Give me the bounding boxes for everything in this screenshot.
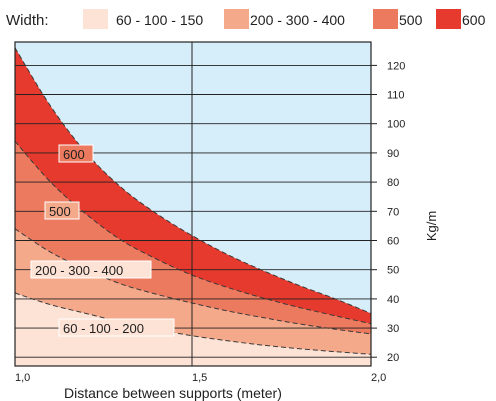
y-tick-20: 20 (387, 352, 399, 364)
legend-label-1: 60 - 100 - 150 (116, 12, 203, 28)
y-axis-label: Kg/m (424, 211, 439, 241)
y-tick-30: 30 (387, 323, 399, 335)
legend-swatch-2 (224, 9, 249, 29)
legend-swatch-3 (373, 9, 398, 29)
x-tick-1-5: 1,5 (192, 372, 207, 384)
y-tick-50: 50 (387, 265, 399, 277)
y-tick-60: 60 (387, 236, 399, 248)
curve-200-300-400 (15, 228, 371, 335)
x-tick-1-0: 1,0 (15, 372, 30, 384)
y-tick-40: 40 (387, 294, 399, 306)
band-label-60-100-200: 60 - 100 - 200 (58, 318, 175, 337)
y-tick-100: 100 (387, 119, 405, 131)
svg-text:60 - 100 - 200: 60 - 100 - 200 (63, 321, 144, 336)
legend-swatch-4 (436, 9, 461, 29)
svg-text:500: 500 (49, 204, 71, 219)
y-tick-120: 120 (387, 60, 405, 72)
band-label-600: 600 (58, 144, 94, 163)
legend-title: Width: (6, 12, 49, 29)
legend-label-4: 600 (462, 12, 486, 28)
y-axis-ticks: 20 30 40 50 60 70 80 90 100 110 120 (371, 60, 405, 364)
band-label-500: 500 (44, 201, 80, 220)
band-label-200-300-400: 200 - 300 - 400 (30, 260, 152, 279)
legend-label-3: 500 (399, 12, 423, 28)
x-axis-label: Distance between supports (meter) (64, 385, 282, 401)
y-tick-70: 70 (387, 206, 399, 218)
y-tick-90: 90 (387, 148, 399, 160)
curve-600 (15, 47, 371, 314)
legend: Width: 60 - 100 - 150 200 - 300 - 400 50… (6, 9, 486, 29)
legend-swatch-1 (83, 9, 108, 29)
svg-text:600: 600 (63, 147, 85, 162)
y-tick-110: 110 (387, 90, 405, 102)
plot-frame (14, 41, 372, 367)
x-tick-2-0: 2,0 (371, 372, 386, 384)
svg-text:200 - 300 - 400: 200 - 300 - 400 (35, 263, 123, 278)
area-60-100-200 (15, 293, 371, 366)
y-tick-80: 80 (387, 177, 399, 189)
legend-label-2: 200 - 300 - 400 (250, 12, 345, 28)
